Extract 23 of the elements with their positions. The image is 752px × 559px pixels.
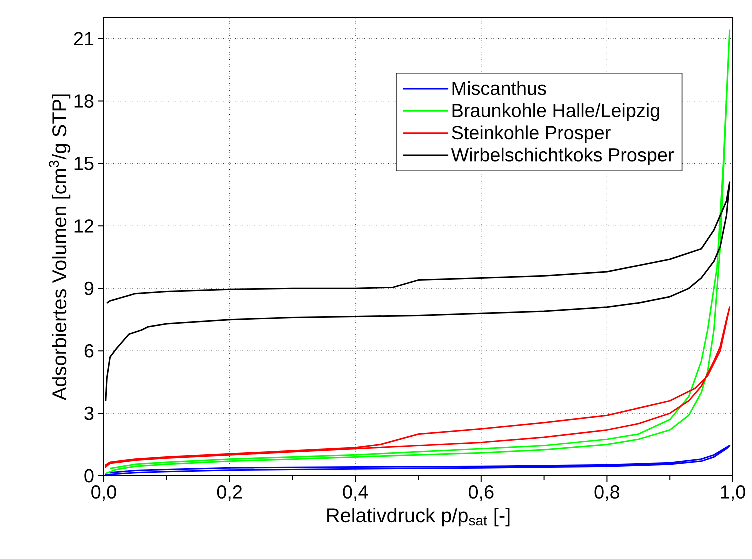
x-axis-title: Relativdruck p/p$_{sat}$ [-]	[328, 508, 510, 527]
x-tick-label: 1,0	[721, 486, 746, 502]
y-tick-label: 21	[74, 32, 94, 46]
x-tick-label: 0,4	[343, 486, 368, 502]
x-tick-label: 0,6	[468, 486, 494, 502]
legend-label: Miscanthus	[452, 81, 546, 96]
x-tick-label: 0,2	[217, 486, 242, 502]
y-tick-label: 15	[74, 157, 94, 170]
y-tick-label: 3	[84, 406, 94, 420]
y-tick-label: 18	[74, 94, 94, 108]
y-tick-label: 6	[84, 344, 94, 358]
x-tick-label: 0,0	[92, 486, 116, 502]
y-axis-title: Adsorbiertes Volumen [cm$^{3}$/g STP]	[49, 94, 71, 401]
legend-label: Steinkohle Prosper	[452, 126, 611, 144]
legend-label: Wirbelschichtkoks Prosper	[451, 148, 674, 166]
y-tick-label: 9	[84, 282, 94, 296]
line-series	[104, 306, 731, 468]
line-series	[104, 30, 731, 475]
line-series	[104, 445, 731, 476]
x-tick-label: 0,8	[594, 486, 620, 502]
y-tick-label: 0	[84, 469, 94, 483]
legend-label: Braunkohle Halle/Leipzig	[452, 104, 660, 122]
y-tick-label: 12	[74, 220, 94, 233]
